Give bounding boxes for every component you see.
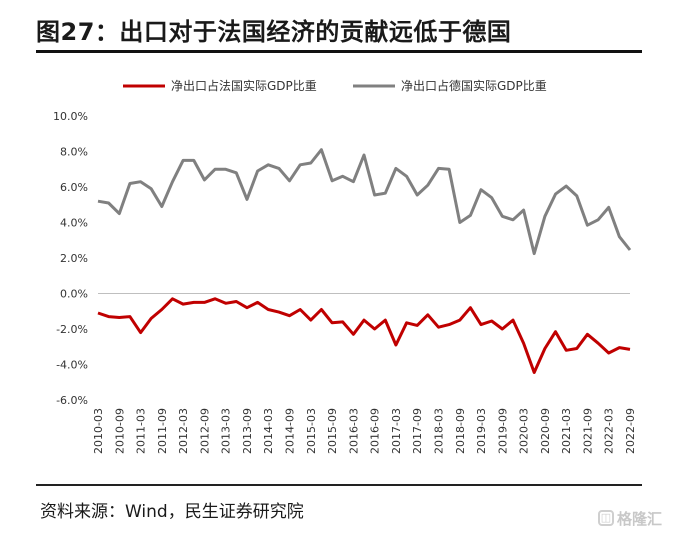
x-tick-label: 2010-03 bbox=[92, 408, 105, 454]
x-tick-label: 2010-09 bbox=[113, 408, 126, 454]
x-tick-label: 2015-09 bbox=[326, 408, 339, 454]
y-tick-label: 6.0% bbox=[60, 181, 88, 194]
x-tick-label: 2021-03 bbox=[560, 408, 573, 454]
x-tick-label: 2014-09 bbox=[284, 408, 297, 454]
chart-legend: 净出口占法国实际GDP比重 净出口占德国实际GDP比重 bbox=[123, 78, 547, 93]
y-tick-label: 4.0% bbox=[60, 217, 88, 230]
legend-label-germany: 净出口占德国实际GDP比重 bbox=[401, 78, 547, 93]
line-chart: 净出口占法国实际GDP比重 净出口占德国实际GDP比重 10.0% 8.0% 6.0… bbox=[53, 78, 637, 454]
figure-title: 图27：出口对于法国经济的贡献远低于德国 bbox=[36, 18, 512, 46]
y-tick-label: 8.0% bbox=[60, 146, 88, 159]
x-tick-label: 2017-03 bbox=[390, 408, 403, 454]
x-tick-label: 2013-09 bbox=[241, 408, 254, 454]
x-tick-label: 2019-09 bbox=[496, 408, 509, 454]
x-tick-label: 2014-03 bbox=[262, 408, 275, 454]
y-tick-label: 10.0% bbox=[53, 110, 88, 123]
x-tick-label: 2022-09 bbox=[624, 408, 637, 454]
title-divider bbox=[36, 50, 642, 53]
x-tick-label: 2018-09 bbox=[454, 408, 467, 454]
series-line-germany bbox=[97, 148, 632, 256]
x-tick-label: 2020-03 bbox=[518, 408, 531, 454]
x-tick-label: 2019-03 bbox=[475, 408, 488, 454]
watermark-logo-icon: ◫ bbox=[598, 510, 614, 526]
watermark-text: 格隆汇 bbox=[617, 509, 663, 528]
y-tick-label: -2.0% bbox=[56, 323, 88, 336]
x-tick-label: 2011-09 bbox=[156, 408, 169, 454]
source-note: 资料来源：Wind，民生证券研究院 bbox=[40, 502, 304, 522]
x-tick-label: 2013-03 bbox=[220, 408, 233, 454]
x-tick-label: 2017-09 bbox=[411, 408, 424, 454]
source-divider bbox=[36, 484, 642, 486]
x-tick-label: 2020-09 bbox=[539, 408, 552, 454]
y-axis-ticks: 10.0% 8.0% 6.0% 4.0% 2.0% 0.0% -2.0% -4.0% -6.0% bbox=[53, 110, 88, 407]
x-axis-ticks: 2010-03 2010-09 2011-03 2011-09 2012-03 2012-… bbox=[92, 408, 637, 454]
x-tick-label: 2012-03 bbox=[177, 408, 190, 454]
y-tick-label: -6.0% bbox=[56, 394, 88, 407]
x-tick-label: 2016-03 bbox=[347, 408, 360, 454]
y-tick-label: -4.0% bbox=[56, 359, 88, 372]
series-layer bbox=[97, 148, 632, 374]
x-tick-label: 2016-09 bbox=[369, 408, 382, 454]
x-tick-label: 2011-03 bbox=[135, 408, 148, 454]
x-tick-label: 2022-03 bbox=[603, 408, 616, 454]
x-tick-label: 2021-09 bbox=[581, 408, 594, 454]
x-tick-label: 2018-03 bbox=[432, 408, 445, 454]
watermark: ◫ 格隆汇 bbox=[598, 506, 662, 530]
y-tick-label: 2.0% bbox=[60, 252, 88, 265]
series-line-france bbox=[97, 297, 631, 374]
y-tick-label: 0.0% bbox=[60, 288, 88, 301]
x-tick-label: 2012-09 bbox=[198, 408, 211, 454]
legend-label-france: 净出口占法国实际GDP比重 bbox=[171, 78, 317, 93]
x-tick-label: 2015-03 bbox=[305, 408, 318, 454]
